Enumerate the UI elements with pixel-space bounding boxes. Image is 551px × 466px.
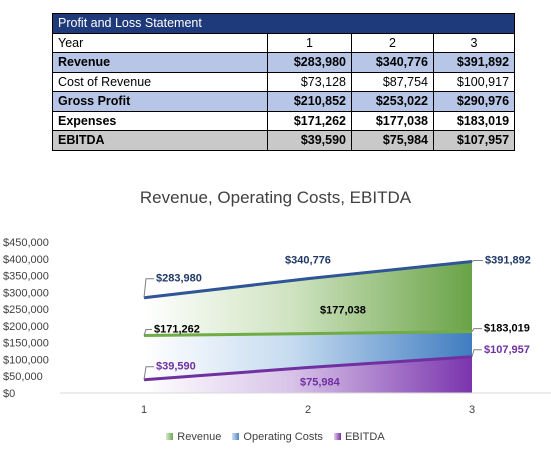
legend-swatch (232, 433, 240, 440)
legend-label: Operating Costs (243, 431, 323, 443)
legend-label: EBITDA (344, 431, 385, 443)
y-tick-label: $350,000 (3, 271, 49, 283)
y-axis-labels: $0 $50,000 $100,000 $150,000 $200,000 $250,00… (3, 237, 49, 400)
leader-line (143, 366, 154, 380)
y-tick-label: $450,000 (3, 237, 49, 249)
series-lines (143, 260, 473, 382)
cell-value: $391,892 (432, 52, 516, 73)
x-axis: 1 2 3 (60, 392, 551, 416)
legend-swatch (333, 433, 341, 440)
cell-value: $290,976 (432, 91, 516, 112)
cell-value: $183,019 (432, 110, 516, 131)
cell-value: $177,038 (351, 110, 434, 131)
y-tick-label: $150,000 (3, 338, 49, 350)
x-tick-label: 1 (141, 404, 147, 416)
cell-value: $107,957 (432, 130, 516, 151)
row-label: Expenses (52, 110, 268, 131)
data-label: $183,019 (484, 323, 530, 335)
cell-value: $39,590 (267, 130, 352, 151)
y-tick-label: $300,000 (3, 287, 49, 299)
y-tick-label: $250,000 (3, 304, 49, 316)
data-label: $39,590 (156, 361, 196, 373)
y-tick-label: $400,000 (3, 254, 49, 266)
series-areas (144, 261, 472, 393)
row-label: Cost of Revenue (52, 71, 268, 92)
header-year-1: 1 (267, 32, 352, 53)
table-title: Profit and Loss Statement (51, 13, 516, 34)
cell-value: $75,984 (351, 130, 434, 151)
table-row-ebitda: EBITDA $39,590 $75,984 $107,957 (52, 130, 516, 151)
table-row-expenses: Expenses $171,262 $177,038 $183,019 (52, 110, 516, 131)
leader-line (143, 329, 152, 336)
legend-item-ebitda: EBITDA (333, 431, 385, 443)
legend-label: Revenue (177, 431, 222, 443)
leader-line (143, 278, 154, 298)
x-tick-label: 2 (305, 404, 311, 416)
data-label: $340,776 (285, 255, 331, 267)
y-tick-label: $0 (3, 388, 15, 400)
header-label: Year (52, 32, 268, 53)
data-label: $75,984 (300, 377, 341, 389)
legend-item-revenue: Revenue (166, 431, 221, 443)
header-year-3: 3 (432, 32, 516, 53)
chart-legend: Revenue Operating Costs EBITDA (0, 431, 551, 443)
table-row-gross-profit: Gross Profit $210,852 $253,022 $290,976 (52, 91, 516, 112)
data-label: $391,892 (485, 254, 531, 266)
data-label: $171,262 (154, 324, 200, 336)
data-label: $107,957 (484, 344, 530, 356)
profit-loss-table: Profit and Loss Statement Year 1 2 3 Rev… (51, 13, 516, 151)
legend-swatch (166, 433, 174, 440)
data-labels: $283,980 $340,776 $391,892 $171,262 $177,038… (143, 254, 531, 389)
cell-value: $73,128 (267, 71, 352, 92)
data-label: $177,038 (320, 305, 366, 317)
chart-title: Revenue, Operating Costs, EBITDA (139, 188, 412, 207)
leader-line (471, 328, 482, 332)
operating-costs-line (143, 330, 473, 338)
y-tick-label: $200,000 (3, 321, 49, 333)
legend-item-operating-costs: Operating Costs (232, 431, 323, 443)
y-tick-label: $100,000 (3, 354, 49, 366)
row-label: Gross Profit (52, 91, 268, 112)
revenue-line (143, 260, 473, 300)
leader-line (471, 259, 483, 262)
cell-value: $340,776 (351, 52, 434, 73)
y-tick-label: $50,000 (3, 371, 43, 383)
table-header-row: Year 1 2 3 (52, 32, 516, 53)
x-tick-label: 3 (469, 404, 475, 416)
row-label: EBITDA (52, 130, 268, 151)
ebitda-line (143, 355, 473, 382)
leader-line (471, 349, 482, 357)
data-label: $283,980 (156, 273, 202, 285)
cell-value: $210,852 (267, 91, 352, 112)
ebitda-area (144, 356, 472, 393)
